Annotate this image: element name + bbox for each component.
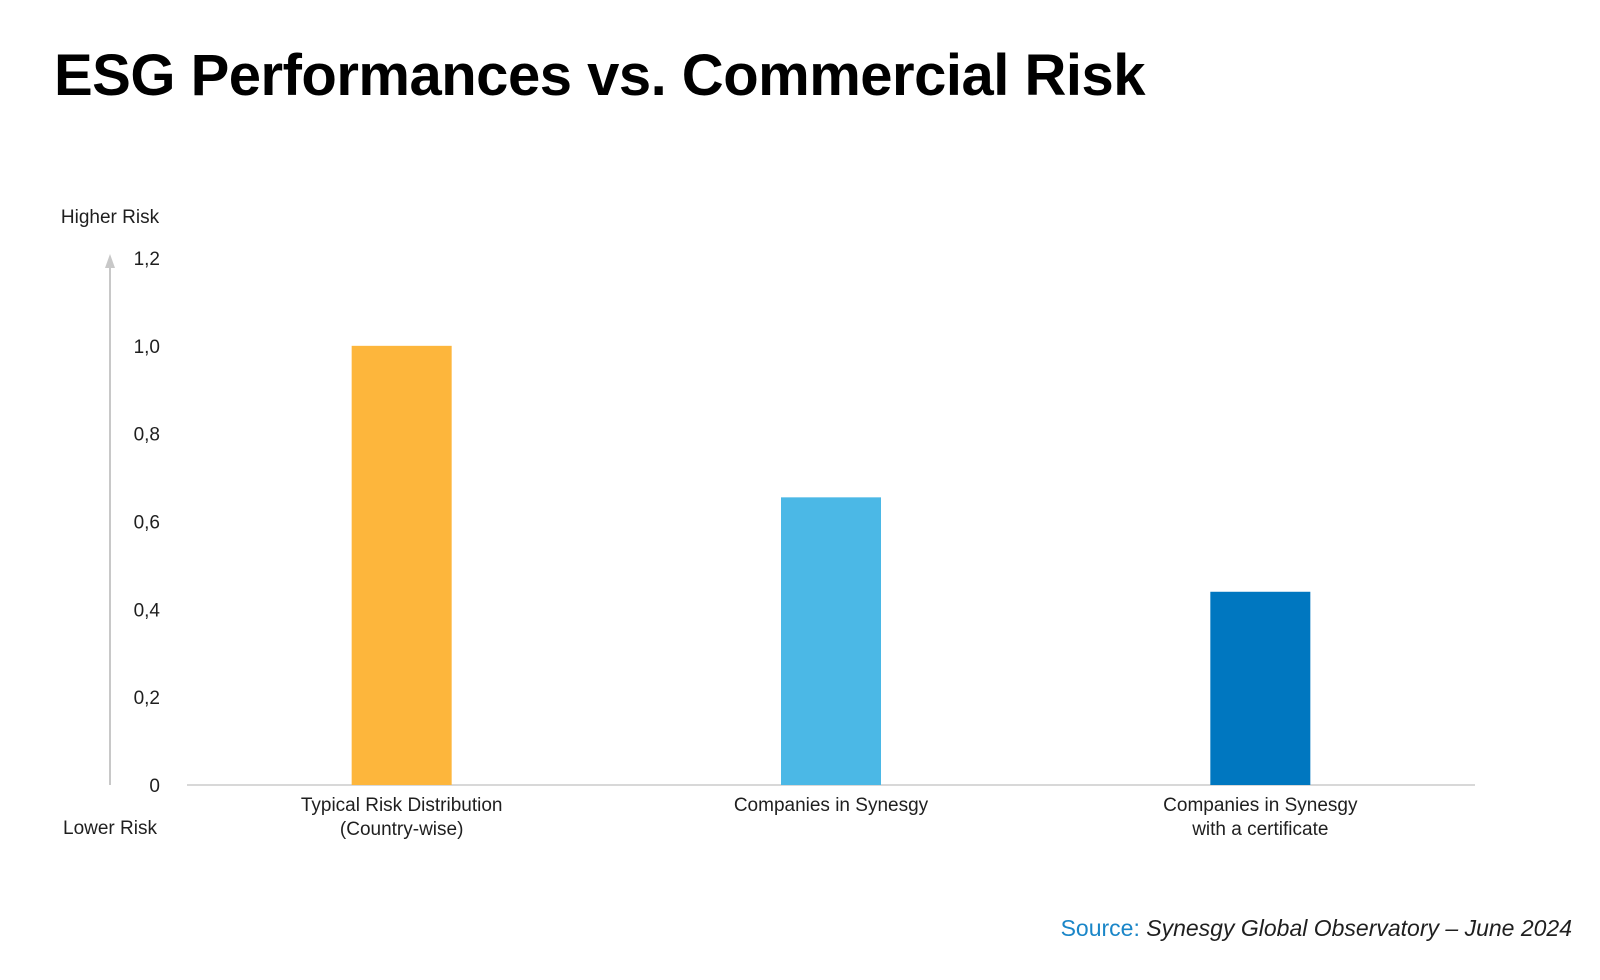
y-axis-label-top: Higher Risk — [61, 207, 160, 228]
source-text: Synesgy Global Observatory – June 2024 — [1146, 915, 1572, 941]
y-tick-label: 0 — [149, 776, 160, 797]
bar — [351, 345, 452, 785]
y-tick-label: 0,6 — [134, 513, 160, 534]
bar — [781, 497, 881, 785]
y-axis-arrow-icon — [105, 254, 115, 268]
y-axis-label-bottom: Lower Risk — [63, 818, 157, 839]
x-category-label: Typical Risk Distribution — [301, 795, 503, 816]
y-tick-label: 0,2 — [134, 688, 160, 709]
x-category-label: (Country-wise) — [340, 819, 464, 840]
y-tick-label: 1,2 — [134, 249, 160, 270]
chart-title: ESG Performances vs. Commercial Risk — [54, 43, 1145, 108]
y-tick-label: 1,0 — [134, 337, 160, 358]
bar — [1210, 591, 1311, 785]
y-tick-label: 0,8 — [134, 425, 160, 446]
y-tick-label: 0,4 — [134, 600, 161, 621]
x-category-label: with a certificate — [1191, 819, 1328, 840]
source-note: Source: Synesgy Global Observatory – Jun… — [1061, 915, 1572, 942]
x-category-label: Companies in Synesgy — [1163, 795, 1358, 816]
source-label: Source: — [1060, 915, 1140, 941]
x-category-label: Companies in Synesgy — [734, 795, 929, 816]
